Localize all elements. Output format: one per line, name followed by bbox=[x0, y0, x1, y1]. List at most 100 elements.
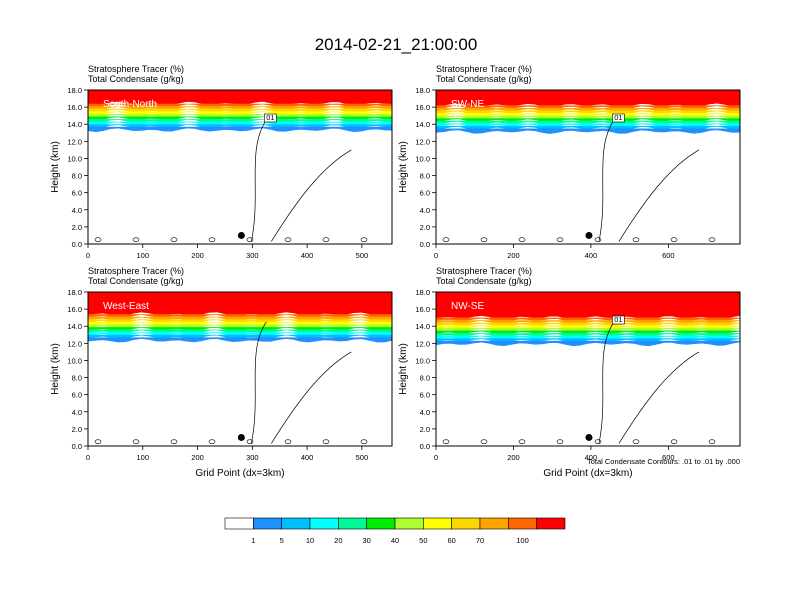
subtitle-tracer: Stratosphere Tracer (%) bbox=[436, 266, 532, 276]
surface-contour bbox=[594, 237, 602, 243]
subtitle-tracer: Stratosphere Tracer (%) bbox=[88, 64, 184, 74]
surface-contour bbox=[708, 439, 716, 445]
x-tick-label: 300 bbox=[246, 453, 259, 462]
colorbar-swatch bbox=[366, 517, 396, 530]
tracer-band-0 bbox=[436, 90, 740, 108]
y-axis-label: Height (km) bbox=[50, 141, 61, 193]
colorbar-label: 60 bbox=[447, 536, 455, 545]
surface-contour bbox=[322, 439, 330, 445]
surface-contour bbox=[556, 439, 564, 445]
surface-contour bbox=[360, 439, 368, 445]
surface-contour bbox=[670, 237, 678, 243]
y-tick-label: 16.0 bbox=[415, 103, 430, 112]
contour-label: 01 bbox=[614, 315, 622, 324]
y-axis-label: Height (km) bbox=[398, 141, 409, 193]
y-tick-label: 2.0 bbox=[420, 425, 430, 434]
panel-west-east: Stratosphere Tracer (%)Total Condensate … bbox=[50, 266, 393, 479]
surface-contour bbox=[360, 237, 368, 243]
colorbar-label: 5 bbox=[280, 536, 284, 545]
y-tick-label: 0.0 bbox=[72, 240, 82, 249]
tracer-band-2 bbox=[436, 107, 740, 113]
colorbar-swatch bbox=[253, 517, 282, 530]
colorbar-label: 50 bbox=[419, 536, 427, 545]
y-tick-label: 6.0 bbox=[420, 391, 430, 400]
surface-contour bbox=[632, 237, 640, 243]
plot-area: West-East bbox=[88, 292, 392, 446]
location-marker bbox=[237, 433, 245, 441]
y-axis-label: Height (km) bbox=[50, 343, 61, 395]
x-tick-label: 0 bbox=[434, 453, 438, 462]
y-tick-label: 0.0 bbox=[420, 240, 430, 249]
plot-frame bbox=[87, 89, 393, 245]
y-tick-label: 6.0 bbox=[72, 391, 82, 400]
tracer-band-9 bbox=[436, 338, 740, 343]
subtitle-condensate: Total Condensate (g/kg) bbox=[88, 276, 184, 286]
surface-contour bbox=[442, 237, 450, 243]
surface-contour bbox=[518, 237, 526, 243]
condensate-contour bbox=[598, 119, 700, 242]
y-tick-label: 12.0 bbox=[67, 137, 82, 146]
y-tick-label: 6.0 bbox=[420, 189, 430, 198]
surface-contour bbox=[132, 439, 140, 445]
x-tick-label: 100 bbox=[137, 251, 150, 260]
y-tick-label: 16.0 bbox=[67, 305, 82, 314]
y-tick-label: 4.0 bbox=[420, 408, 430, 417]
y-tick-label: 4.0 bbox=[72, 408, 82, 417]
y-tick-label: 8.0 bbox=[420, 374, 430, 383]
colorbar-swatch bbox=[281, 517, 311, 530]
condensate-contour bbox=[251, 321, 352, 444]
plot-frame bbox=[87, 291, 393, 447]
tracer-band-6 bbox=[436, 118, 740, 123]
contour-label: 01 bbox=[614, 113, 622, 122]
y-tick-label: 2.0 bbox=[72, 223, 82, 232]
y-tick-label: 2.0 bbox=[420, 223, 430, 232]
x-tick-label: 400 bbox=[301, 251, 314, 260]
x-tick-label: 300 bbox=[246, 251, 259, 260]
y-tick-label: 6.0 bbox=[72, 189, 82, 198]
colorbar-swatch bbox=[508, 517, 537, 530]
panel-south-north: Stratosphere Tracer (%)Total Condensate … bbox=[50, 64, 393, 260]
x-tick-label: 200 bbox=[507, 453, 520, 462]
contour-label: 01 bbox=[266, 113, 274, 122]
surface-contour bbox=[556, 237, 564, 243]
colorbar: 1 5 10 20 30 40 50 60 70 100 bbox=[224, 517, 566, 545]
tracer-band-10 bbox=[436, 340, 740, 347]
x-axis-label: Grid Point (dx=3km) bbox=[195, 468, 284, 479]
y-tick-label: 4.0 bbox=[420, 206, 430, 215]
tracer-band-6 bbox=[436, 330, 740, 335]
x-tick-label: 0 bbox=[86, 251, 90, 260]
location-marker bbox=[237, 231, 245, 239]
colorbar-swatch bbox=[338, 517, 367, 530]
figure-title: 2014-02-21_21:00:00 bbox=[315, 35, 478, 54]
y-tick-label: 18.0 bbox=[67, 288, 82, 297]
surface-contour bbox=[480, 237, 488, 243]
tracer-band-4 bbox=[436, 113, 740, 118]
x-tick-label: 600 bbox=[662, 251, 675, 260]
panels-group: Stratosphere Tracer (%)Total Condensate … bbox=[50, 64, 741, 479]
y-tick-label: 8.0 bbox=[420, 172, 430, 181]
y-tick-label: 12.0 bbox=[415, 137, 430, 146]
contour-label-box bbox=[264, 113, 277, 123]
surface-contour bbox=[632, 439, 640, 445]
surface-contour bbox=[246, 439, 254, 445]
tracer-band-0 bbox=[436, 292, 740, 320]
subtitle-tracer: Stratosphere Tracer (%) bbox=[88, 266, 184, 276]
y-tick-label: 0.0 bbox=[420, 442, 430, 451]
tracer-band-5 bbox=[436, 115, 740, 121]
x-tick-label: 500 bbox=[356, 453, 369, 462]
tracer-band-2 bbox=[436, 320, 740, 325]
x-tick-label: 200 bbox=[507, 251, 520, 260]
y-tick-label: 14.0 bbox=[67, 120, 82, 129]
colorbar-swatch bbox=[394, 517, 424, 530]
tracer-band-4 bbox=[436, 325, 740, 330]
tracer-band-0 bbox=[88, 90, 392, 106]
y-tick-label: 4.0 bbox=[72, 206, 82, 215]
panel-label: South-North bbox=[103, 99, 157, 110]
surface-contour bbox=[708, 237, 716, 243]
y-tick-label: 10.0 bbox=[67, 154, 82, 163]
tracer-band-10 bbox=[436, 128, 740, 134]
x-tick-label: 600 bbox=[662, 453, 675, 462]
x-tick-label: 400 bbox=[585, 251, 598, 260]
surface-contour bbox=[94, 237, 102, 243]
